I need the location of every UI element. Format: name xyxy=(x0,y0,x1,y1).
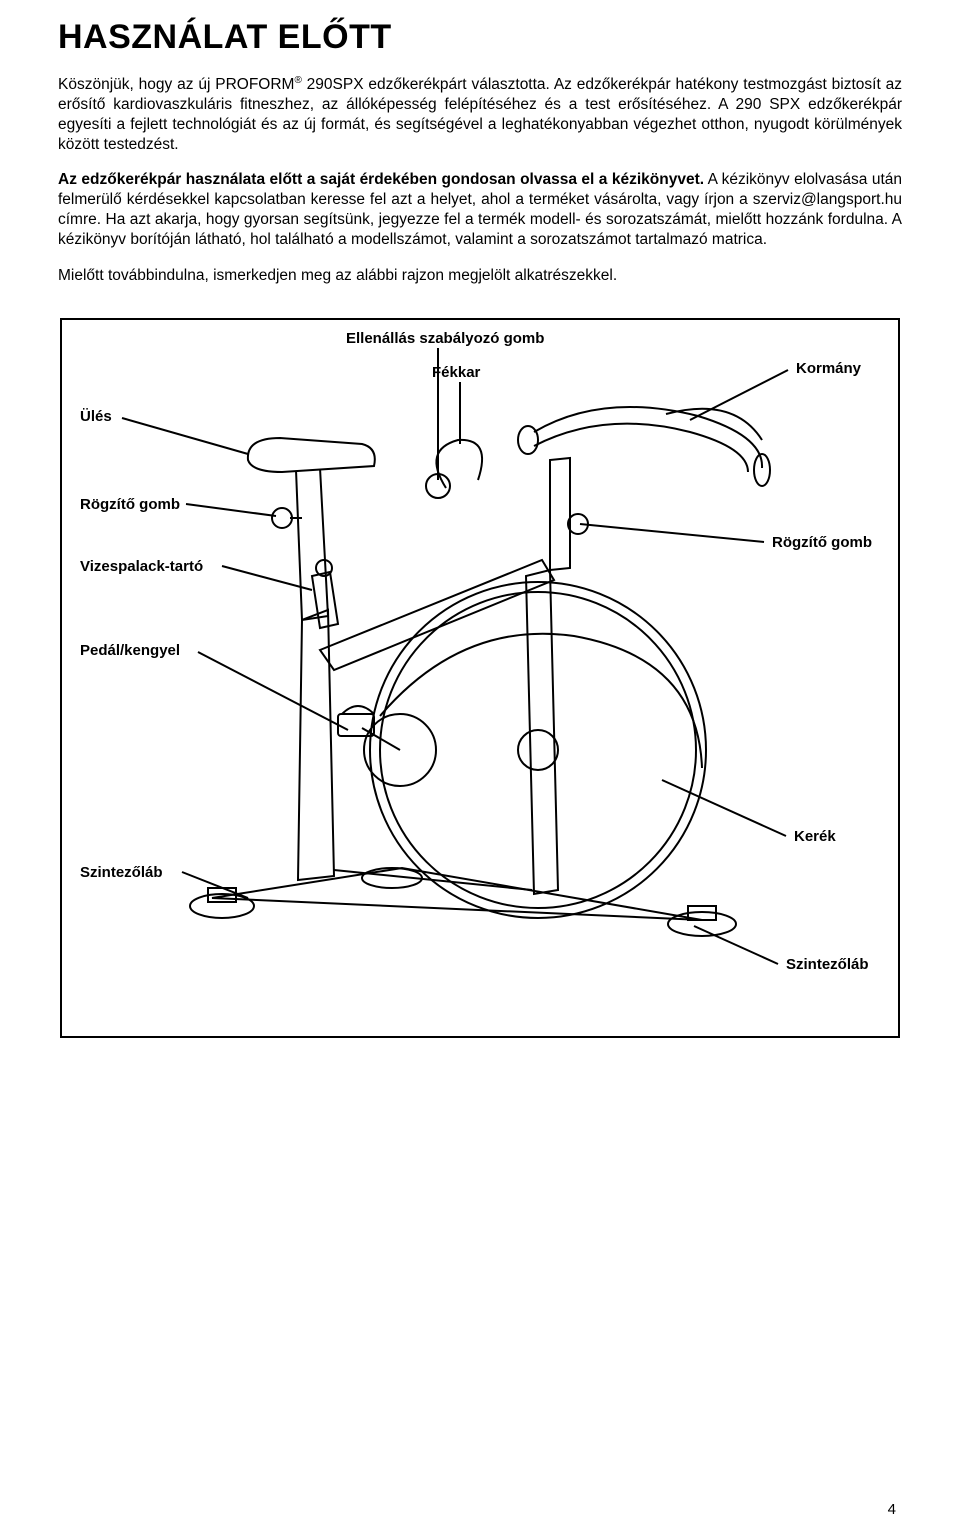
page: HASZNÁLAT ELŐTT Köszönjük, hogy az új PR… xyxy=(0,0,960,1532)
paragraph-3: Mielőtt továbbindulna, ismerkedjen meg a… xyxy=(58,266,902,286)
p2-bold: Az edzőkerékpár használata előtt a saját… xyxy=(58,171,704,188)
page-number: 4 xyxy=(888,1501,896,1518)
p1-text-a: Köszönjük, hogy az új PROFORM xyxy=(58,76,294,93)
paragraph-2: Az edzőkerékpár használata előtt a saját… xyxy=(58,170,902,249)
paragraph-1: Köszönjük, hogy az új PROFORM® 290SPX ed… xyxy=(58,75,902,154)
bike-illustration xyxy=(62,320,902,1040)
page-title: HASZNÁLAT ELŐTT xyxy=(58,18,902,57)
parts-diagram: Ellenállás szabályozó gomb Fékkar Kormán… xyxy=(60,318,900,1038)
registered-mark: ® xyxy=(294,75,301,86)
